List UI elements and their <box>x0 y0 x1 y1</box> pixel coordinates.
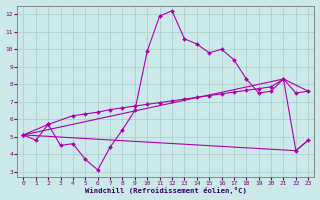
X-axis label: Windchill (Refroidissement éolien,°C): Windchill (Refroidissement éolien,°C) <box>85 187 247 194</box>
